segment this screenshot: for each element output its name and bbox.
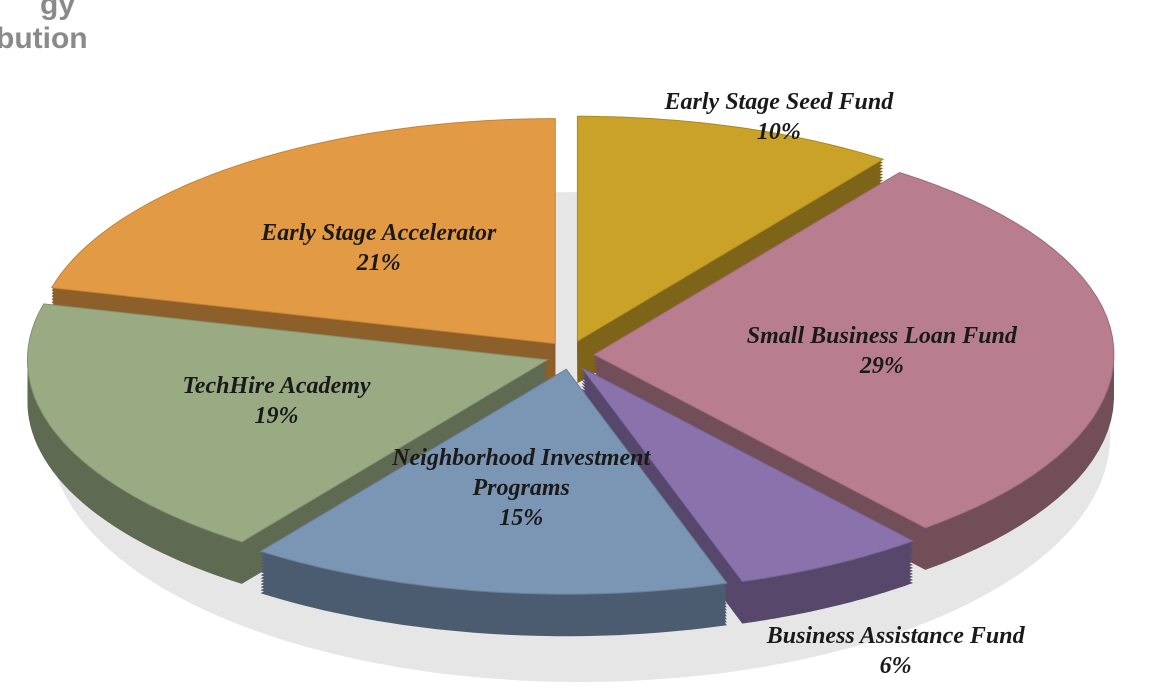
title-fragment: gy <box>40 0 76 21</box>
slice-label: Small Business Loan Fund <box>746 322 1017 349</box>
value-label: 29% <box>859 352 904 379</box>
slice-label: Early Stage Accelerator <box>261 220 497 247</box>
value-label: 10% <box>756 118 801 145</box>
slice <box>27 303 549 543</box>
slice <box>592 171 1115 529</box>
slice <box>50 118 556 345</box>
value-label: 6% <box>879 653 912 679</box>
slice <box>259 368 728 595</box>
value-label: 15% <box>499 505 544 532</box>
slice-label: Early Stage Seed Fund <box>664 88 894 115</box>
slice-label: Neighborhood Investment Programs <box>392 445 651 502</box>
slice-label: TechHire Academy <box>182 372 371 399</box>
slice <box>576 115 885 343</box>
slice-label: Business Assistance Fund <box>766 623 1025 649</box>
slice <box>581 367 915 583</box>
value-label: 19% <box>254 402 299 429</box>
value-label: 21% <box>356 250 401 277</box>
title-fragment: bution <box>0 22 88 55</box>
